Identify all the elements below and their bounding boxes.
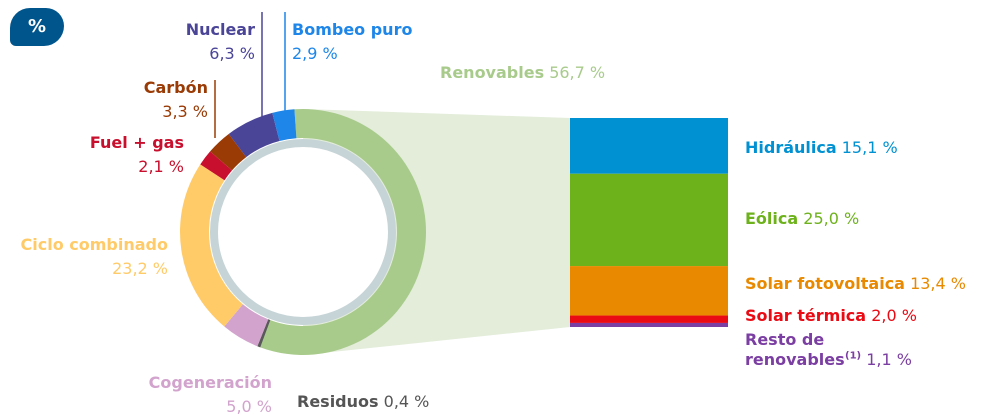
category-name: Hidráulica xyxy=(745,138,837,157)
category-name: Cogeneración xyxy=(148,373,272,392)
bar-segment xyxy=(570,315,728,323)
bar-label: Solar fotovoltaica 13,4 % xyxy=(745,272,966,296)
donut-segment xyxy=(200,151,233,181)
pie-label: Fuel + gas 2,1 % xyxy=(90,131,184,179)
category-name: Ciclo combinado xyxy=(20,235,168,254)
bar-label: Solar térmica 2,0 % xyxy=(745,304,917,328)
value-label: 2,0 % xyxy=(871,306,917,325)
donut-segment xyxy=(210,133,247,171)
donut xyxy=(179,109,426,355)
value-label: 3,3 % xyxy=(162,102,208,121)
bar-segment xyxy=(570,173,728,267)
category-name: Carbón xyxy=(143,78,208,97)
donut-segment xyxy=(257,319,271,348)
value-label: 15,1 % xyxy=(841,138,898,157)
category-name: Residuos xyxy=(297,392,379,411)
value-label: 56,7 % xyxy=(549,63,606,82)
pie-label: Residuos 0,4 % xyxy=(297,390,429,414)
value-label: 1,1 % xyxy=(866,350,912,369)
category-name: Resto de renovables xyxy=(745,330,845,369)
bar-label: Hidráulica 15,1 % xyxy=(745,136,898,160)
pie-label: Ciclo combinado 23,2 % xyxy=(21,233,168,281)
donut-segment xyxy=(228,112,280,158)
category-name: Renovables xyxy=(440,63,545,82)
category-name: Bombeo puro xyxy=(292,20,413,39)
value-label: 0,4 % xyxy=(383,392,430,411)
category-name: Eólica xyxy=(745,209,799,228)
value-label: 6,3 % xyxy=(209,44,255,63)
pie-label: Carbón 3,3 % xyxy=(144,76,208,124)
donut-segment xyxy=(272,109,297,141)
bar-segment xyxy=(570,322,728,327)
value-label: 2,1 % xyxy=(138,157,184,176)
category-name: Fuel + gas xyxy=(89,133,184,152)
stacked-bar xyxy=(570,118,728,327)
donut-segment xyxy=(260,109,426,355)
unit-badge: % xyxy=(10,8,64,46)
value-label: 2,9 % xyxy=(292,44,338,63)
value-label: 25,0 % xyxy=(803,209,860,228)
bar-segment xyxy=(570,118,728,174)
category-name: Solar térmica xyxy=(745,306,867,325)
category-name: Solar fotovoltaica xyxy=(745,274,905,293)
donut-segment xyxy=(179,164,243,327)
pie-label: Bombeo puro 2,9 % xyxy=(292,18,412,66)
donut-segment xyxy=(224,304,269,347)
pie-label: Nuclear 6,3 % xyxy=(186,18,255,66)
bar-label: Eólica 25,0 % xyxy=(745,207,859,231)
footnote-marker: (1) xyxy=(845,350,862,362)
pie-label: Renovables 56,7 % xyxy=(440,61,605,85)
value-label: 23,2 % xyxy=(112,259,168,278)
value-label: 5,0 % xyxy=(226,397,272,416)
donut-hole xyxy=(210,139,396,325)
bar-segment xyxy=(570,266,728,316)
category-name: Nuclear xyxy=(185,20,255,39)
pie-label: Cogeneración 5,0 % xyxy=(149,371,272,419)
value-label: 13,4 % xyxy=(910,274,966,293)
bar-label: Resto de renovables(1) 1,1 % xyxy=(745,330,912,372)
